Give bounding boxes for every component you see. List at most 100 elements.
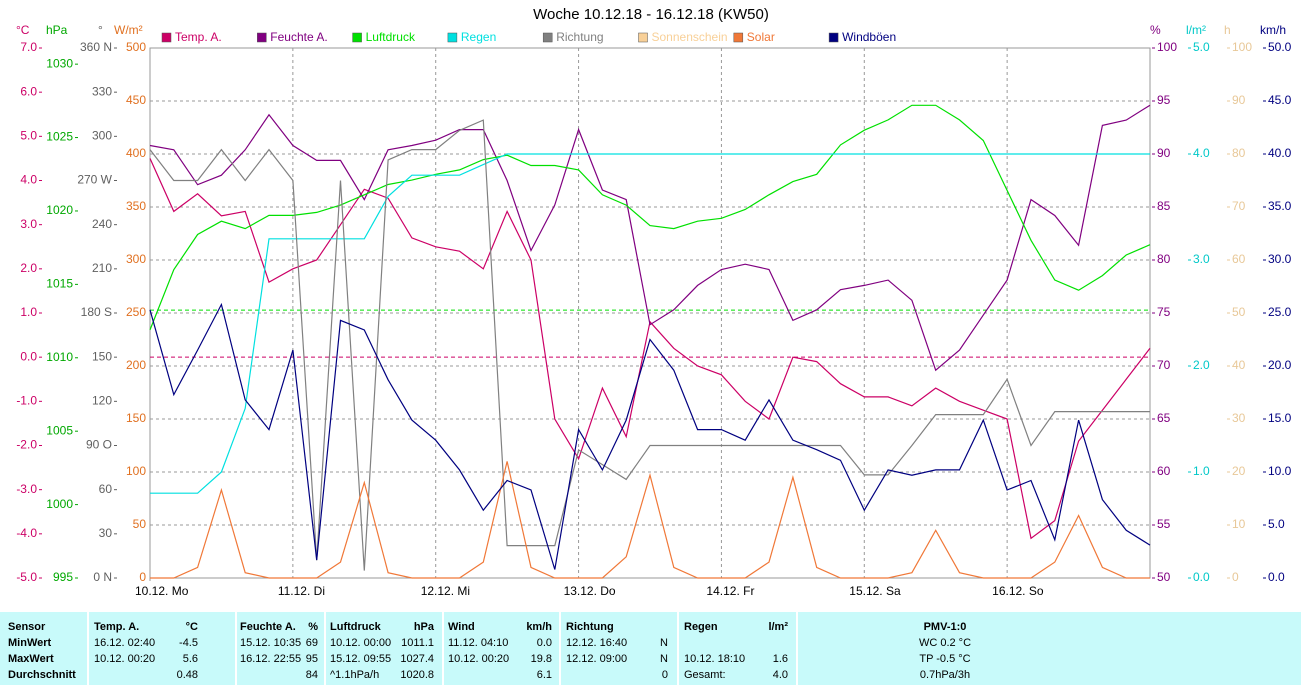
y-tick-label: 7.0: [20, 40, 37, 54]
legend-swatch: [542, 32, 553, 43]
y-tick-label: 40.0: [1268, 146, 1292, 160]
y-tick-label: 100: [1232, 40, 1252, 54]
x-tick-label: 13.12. Do: [564, 584, 616, 598]
y-tick-label: 270 W: [77, 173, 112, 187]
y-tick-label: 60: [99, 482, 113, 496]
y-tick-label: 30.0: [1268, 252, 1292, 266]
y-tick-label: 0: [1232, 570, 1239, 584]
legend-label: Feuchte A.: [270, 30, 327, 44]
series-line: [149, 104, 1151, 331]
axis-unit: °C: [16, 23, 30, 37]
axis-unit: l/m²: [1186, 23, 1206, 37]
table-header: Regen: [684, 621, 718, 633]
x-tick-label: 14.12. Fr: [706, 584, 754, 598]
legend-label: Richtung: [556, 30, 603, 44]
table-header: Feuchte A.: [240, 621, 296, 633]
y-tick-label: 250: [126, 305, 146, 319]
table-cell: 0.7hPa/3h: [920, 669, 970, 681]
y-tick-label: 65: [1157, 411, 1171, 425]
y-tick-label: 45.0: [1268, 93, 1292, 107]
table-header: PMV-1:0: [924, 621, 967, 633]
y-tick-label: 1010: [46, 350, 73, 364]
y-tick-label: 150: [92, 349, 112, 363]
y-tick-label: 6.0: [20, 84, 37, 98]
table-cell: 11.12. 04:10: [448, 637, 508, 649]
table-cell: WC 0.2 °C: [919, 637, 971, 649]
y-tick-label: 240: [92, 217, 112, 231]
y-tick-label: 10: [1232, 517, 1246, 531]
y-tick-label: 4.0: [20, 173, 37, 187]
table-header: Sensor: [8, 621, 46, 633]
y-tick-label: 15.0: [1268, 411, 1292, 425]
axis-unit: hPa: [46, 23, 68, 37]
y-tick-label: 450: [126, 93, 146, 107]
y-tick-label: 1030: [46, 56, 73, 70]
y-tick-label: 1000: [46, 497, 73, 511]
y-tick-label: 1.0: [1193, 464, 1210, 478]
table-background: [0, 612, 1301, 685]
y-tick-label: 150: [126, 411, 146, 425]
y-tick-label: 1.0: [20, 305, 37, 319]
y-tick-label: 70: [1232, 199, 1246, 213]
table-cell: MinWert: [8, 637, 52, 649]
table-cell: 15.12. 10:35: [240, 637, 301, 649]
table-header: hPa: [414, 621, 435, 633]
table-cell: 84: [306, 669, 318, 681]
legend-swatch: [447, 32, 458, 43]
table-header: Wind: [448, 621, 475, 633]
y-tick-label: 20: [1232, 464, 1246, 478]
y-tick-label: -2.0: [16, 438, 37, 452]
y-tick-label: 10.0: [1268, 464, 1292, 478]
y-tick-label: 3.0: [20, 217, 37, 231]
table-cell: Durchschnitt: [8, 669, 76, 681]
y-tick-label: 80: [1157, 252, 1171, 266]
legend-swatch: [161, 32, 172, 43]
table-cell: 1011.1: [401, 637, 434, 649]
x-tick-label: 15.12. Sa: [849, 584, 901, 598]
table-cell: N: [660, 653, 668, 665]
y-tick-label: 90 O: [86, 438, 112, 452]
y-tick-label: 1015: [46, 277, 73, 291]
x-tick-label: 11.12. Di: [278, 584, 325, 598]
table-cell: 0.0: [537, 637, 552, 649]
table-cell: 0.48: [177, 669, 198, 681]
y-tick-label: 300: [126, 252, 146, 266]
table-cell: 12.12. 16:40: [566, 637, 627, 649]
y-tick-label: 30: [1232, 411, 1246, 425]
y-tick-label: 3.0: [1193, 252, 1210, 266]
legend-label: Sonnenschein: [652, 30, 728, 44]
y-tick-label: 90: [1232, 93, 1246, 107]
x-tick-label: 12.12. Mi: [421, 584, 470, 598]
y-tick-label: 35.0: [1268, 199, 1292, 213]
y-tick-label: 50: [133, 517, 147, 531]
y-tick-label: 0: [139, 570, 146, 584]
table-cell: MaxWert: [8, 653, 54, 665]
table-header: Richtung: [566, 621, 614, 633]
y-tick-label: 400: [126, 146, 146, 160]
series-line: [150, 461, 1150, 579]
legend-swatch: [257, 32, 267, 43]
y-tick-label: 4.0: [1193, 146, 1210, 160]
table-cell: -4.5: [179, 637, 198, 649]
table-header: °C: [186, 621, 198, 633]
table-cell: 95: [306, 653, 318, 665]
legend-swatch: [733, 32, 744, 43]
series-line: [150, 153, 1150, 494]
series-line: [149, 302, 1151, 570]
stats-table: Sensor Temp. A. °C Feuchte A.% Luftdruck hPa W…: [8, 621, 971, 681]
table-cell: 15.12. 09:55: [330, 653, 391, 665]
legend-swatch: [828, 32, 839, 43]
table-cell: 16.12. 22:55: [240, 653, 301, 665]
y-tick-label: 80: [1232, 146, 1246, 160]
y-tick-label: 1025: [46, 130, 73, 144]
y-tick-label: 300: [92, 129, 112, 143]
y-tick-label: 330: [92, 84, 112, 98]
y-tick-label: 1020: [46, 203, 73, 217]
table-cell: 10.12. 18:10: [684, 653, 745, 665]
y-tick-label: 5.0: [1193, 40, 1210, 54]
axis-unit: %: [1150, 23, 1161, 37]
table-cell: 10.12. 00:20: [94, 653, 155, 665]
table-cell: N: [660, 637, 668, 649]
table-cell: 1.6: [773, 653, 788, 665]
